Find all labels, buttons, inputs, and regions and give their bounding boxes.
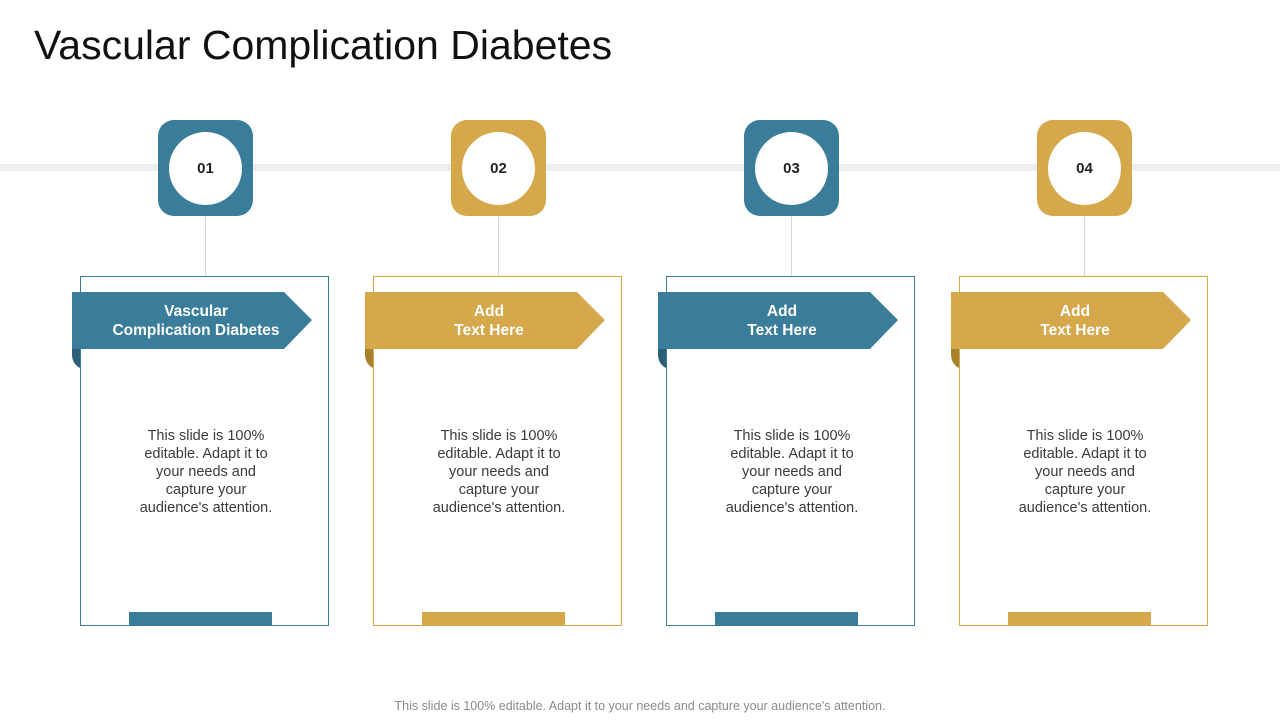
step-number: 02: [462, 132, 535, 205]
step-connector: [791, 216, 792, 276]
card-accent-bar: [422, 612, 565, 625]
banner-arrow: [72, 292, 312, 349]
banner-fold: [951, 348, 959, 368]
step-heading-banner-2: Add Text Here: [365, 292, 605, 368]
step-description: This slide is 100% editable. Adapt it to…: [139, 428, 273, 516]
step-description: This slide is 100% editable. Adapt it to…: [432, 428, 566, 516]
footer-note: This slide is 100% editable. Adapt it to…: [394, 699, 886, 713]
page-title: Vascular Complication Diabetes: [34, 22, 613, 68]
step-connector: [498, 216, 499, 276]
banner-arrow: [951, 292, 1191, 349]
step-number-badge-2: 02: [451, 120, 546, 216]
step-heading-banner-4: Add Text Here: [951, 292, 1191, 368]
banner-arrow-shape: [658, 292, 898, 368]
step-description: This slide is 100% editable. Adapt it to…: [1018, 428, 1152, 516]
card-accent-bar: [1008, 612, 1151, 625]
step-heading: Add Text Here: [747, 302, 817, 339]
step-heading: Add Text Here: [454, 302, 524, 339]
step-number: 01: [169, 132, 242, 205]
step-number-badge-4: 04: [1037, 120, 1132, 216]
banner-arrow: [365, 292, 605, 349]
step-number-badge-3: 03: [744, 120, 839, 216]
banner-arrow-shape: [951, 292, 1191, 368]
banner-arrow: [658, 292, 898, 349]
step-description: This slide is 100% editable. Adapt it to…: [725, 428, 859, 516]
step-heading: Add Text Here: [1040, 302, 1110, 339]
banner-fold: [365, 348, 373, 368]
step-connector: [205, 216, 206, 276]
timeline-line: [0, 164, 1280, 171]
step-number: 04: [1048, 132, 1121, 205]
banner-fold: [658, 348, 666, 368]
banner-arrow-shape: [72, 292, 312, 368]
banner-arrow-shape: [365, 292, 605, 368]
banner-fold: [72, 348, 80, 368]
step-heading-banner-3: Add Text Here: [658, 292, 898, 368]
step-heading-banner-1: Vascular Complication Diabetes: [72, 292, 312, 368]
card-accent-bar: [129, 612, 272, 625]
step-number: 03: [755, 132, 828, 205]
card-accent-bar: [715, 612, 858, 625]
step-number-badge-1: 01: [158, 120, 253, 216]
step-connector: [1084, 216, 1085, 276]
step-heading: Vascular Complication Diabetes: [112, 302, 280, 339]
